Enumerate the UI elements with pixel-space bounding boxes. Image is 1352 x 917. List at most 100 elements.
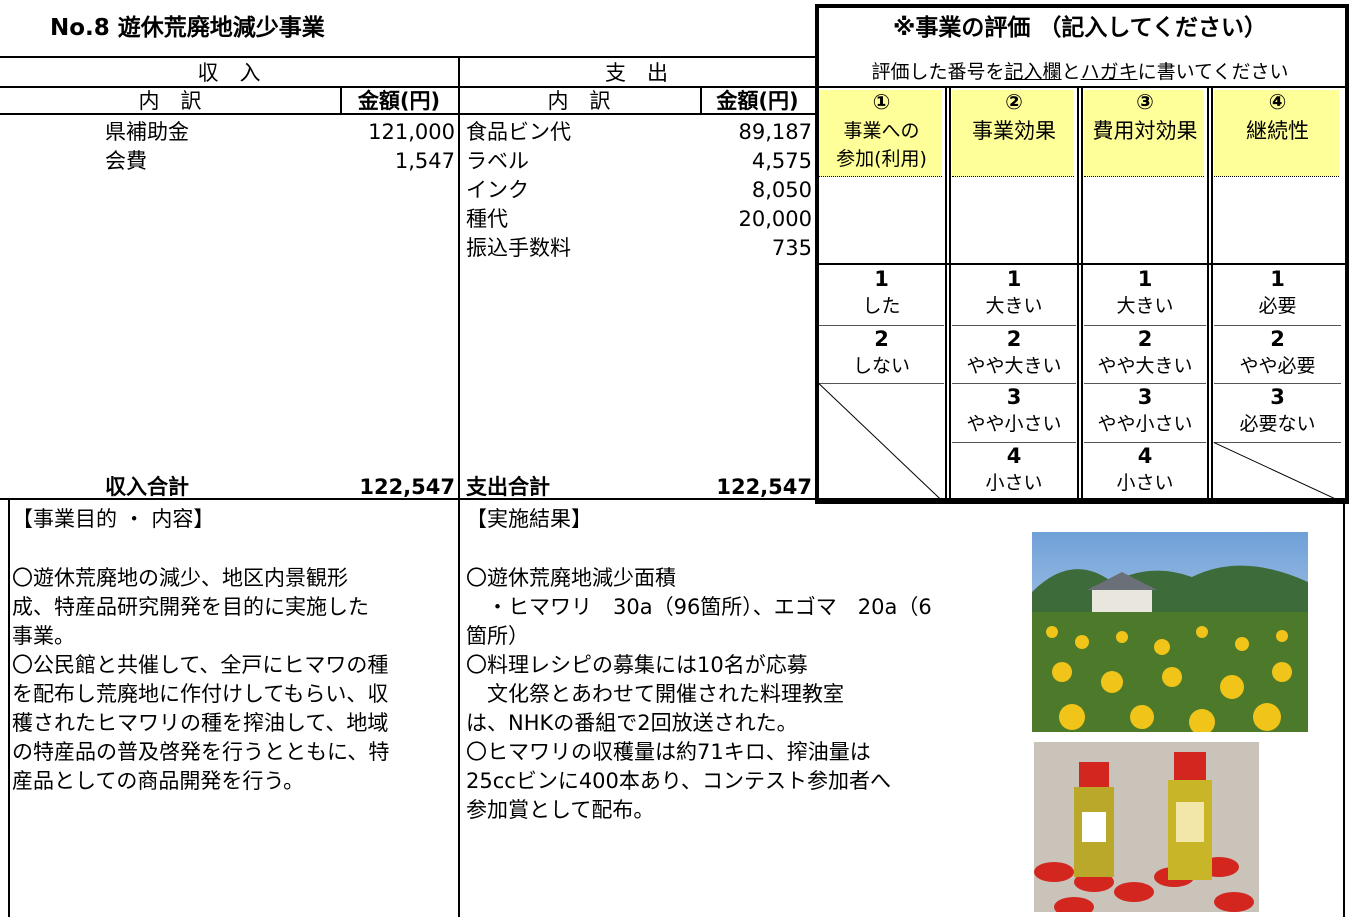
section-heading: 【実施結果】 bbox=[466, 507, 592, 531]
amount: 20,000 bbox=[738, 207, 812, 231]
option-label: やや大きい bbox=[1097, 355, 1193, 377]
rule bbox=[0, 113, 815, 115]
rule bbox=[1214, 442, 1341, 443]
column-number: ④ bbox=[1268, 90, 1287, 114]
total-amount: 122,547 bbox=[359, 475, 455, 499]
option-number: 2 bbox=[1270, 327, 1285, 351]
section-line: 事業。 bbox=[12, 624, 75, 648]
col-item: 内 訳 bbox=[138, 89, 202, 113]
section-line: 〇料理レシピの募集には10名が応募 bbox=[466, 653, 808, 677]
amount: 735 bbox=[771, 236, 812, 260]
section-line: 箇所） bbox=[466, 624, 529, 648]
rule bbox=[0, 86, 1345, 88]
item: 食品ビン代 bbox=[466, 120, 571, 144]
instruction-part: 記入欄 bbox=[1004, 61, 1062, 83]
section-line: 〇公民館と共催して、全戸にヒマワの種 bbox=[12, 653, 389, 677]
column-divider bbox=[1077, 88, 1083, 498]
rule bbox=[0, 498, 1345, 500]
column-label: 事業効果 bbox=[972, 119, 1056, 143]
option-label: やや必要 bbox=[1239, 355, 1316, 377]
section-line: を配布し荒廃地に作付けしてもらい、収 bbox=[12, 682, 389, 706]
column-label: 参加(利用) bbox=[836, 148, 927, 170]
rule bbox=[8, 500, 10, 917]
option-label: 大きい bbox=[985, 295, 1043, 317]
header-cell bbox=[1084, 90, 1204, 177]
option-number: 1 bbox=[874, 267, 889, 291]
amount: 4,575 bbox=[751, 149, 812, 173]
total-amount: 122,547 bbox=[716, 475, 812, 499]
option-label: 必要 bbox=[1258, 295, 1297, 317]
amount: 8,050 bbox=[751, 178, 812, 202]
rule bbox=[952, 325, 1076, 326]
rule bbox=[458, 58, 460, 917]
evaluation-title: ※事業の評価 （記入してください） bbox=[893, 15, 1267, 41]
rule bbox=[340, 88, 342, 115]
section-line: 成、特産品研究開発を目的に実施した bbox=[12, 595, 369, 619]
option-number: 1 bbox=[1270, 267, 1285, 291]
evaluation-box bbox=[815, 4, 1349, 504]
instruction-part: と bbox=[1061, 61, 1081, 83]
rule bbox=[1214, 325, 1341, 326]
rule bbox=[952, 442, 1076, 443]
section-line: 〇遊休荒廃地減少面積 bbox=[466, 566, 676, 590]
option-number: 2 bbox=[1137, 327, 1153, 351]
title: No.8 遊休荒廃地減少事業 bbox=[50, 15, 325, 41]
option-number: 4 bbox=[1006, 444, 1022, 468]
column-label: 継続性 bbox=[1246, 119, 1309, 143]
instruction-part: ハガキ bbox=[1080, 61, 1138, 83]
sunflower-photo bbox=[1032, 532, 1308, 732]
rule bbox=[819, 325, 944, 326]
item: ラベル bbox=[466, 149, 529, 173]
rule bbox=[952, 383, 1076, 384]
item: 種代 bbox=[466, 207, 508, 231]
option-label: 大きい bbox=[1116, 295, 1174, 317]
rule bbox=[819, 383, 944, 384]
option-label: 小さい bbox=[985, 472, 1043, 494]
option-label: 必要ない bbox=[1239, 413, 1316, 435]
col-item: 内 訳 bbox=[547, 89, 611, 113]
option-label: やや大きい bbox=[966, 355, 1062, 377]
rule bbox=[1084, 383, 1206, 384]
rule bbox=[1084, 325, 1206, 326]
instruction-part: に書いてください bbox=[1137, 61, 1289, 83]
column-divider bbox=[1207, 88, 1213, 498]
column-number: ③ bbox=[1136, 90, 1154, 114]
item: 振込手数料 bbox=[466, 236, 571, 260]
expense-header: 支 出 bbox=[605, 61, 668, 85]
rule bbox=[1343, 500, 1345, 917]
income-header: 収 入 bbox=[197, 61, 261, 85]
section-line: 〇ヒマワリの収穫量は約71キロ、搾油量は bbox=[466, 740, 871, 764]
section-line: 参加賞として配布。 bbox=[466, 798, 655, 822]
header-cell bbox=[1214, 90, 1339, 177]
rule bbox=[815, 263, 1345, 265]
option-number: 1 bbox=[1137, 267, 1153, 291]
amount: 121,000 bbox=[368, 120, 455, 144]
column-number: ② bbox=[1005, 90, 1023, 114]
option-label: しない bbox=[852, 355, 910, 377]
item: インク bbox=[466, 178, 529, 202]
header-cell bbox=[952, 90, 1074, 177]
section-heading: 【事業目的 ・ 内容】 bbox=[12, 507, 215, 531]
column-label: 費用対効果 bbox=[1092, 119, 1198, 143]
total-label: 支出合計 bbox=[466, 475, 550, 499]
option-number: 3 bbox=[1137, 385, 1153, 409]
amount: 89,187 bbox=[738, 120, 812, 144]
option-number: 1 bbox=[1006, 267, 1022, 291]
option-number: 2 bbox=[1006, 327, 1022, 351]
section-line: 文化祭とあわせて開催された料理教室 bbox=[466, 682, 844, 706]
section-line: は、NHKの番組で2回放送された。 bbox=[466, 711, 798, 735]
section-line: ・ヒマワリ 30a（96箇所）、エゴマ 20a（6 bbox=[466, 595, 932, 619]
section-line: 〇遊休荒廃地の減少、地区内景観形 bbox=[12, 566, 348, 590]
option-number: 3 bbox=[1006, 385, 1022, 409]
option-label: した bbox=[862, 295, 901, 317]
item: 会費 bbox=[105, 149, 147, 173]
section-line: 穫されたヒマワリの種を搾油して、地域 bbox=[12, 711, 389, 735]
option-number: 3 bbox=[1270, 385, 1285, 409]
item: 県補助金 bbox=[105, 120, 189, 144]
section-line: の特産品の普及啓発を行うとともに、特 bbox=[12, 740, 390, 764]
total-label: 収入合計 bbox=[105, 475, 189, 499]
option-number: 4 bbox=[1137, 444, 1153, 468]
column-number: ① bbox=[872, 90, 891, 114]
col-amount: 金額(円) bbox=[716, 89, 799, 113]
